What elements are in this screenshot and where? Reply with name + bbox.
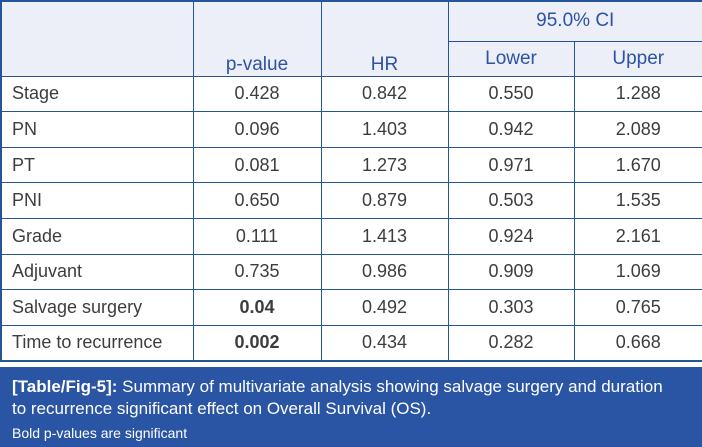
header-row-1: p-value HR 95.0% CI: [0, 0, 702, 77]
caption-main-line: [Table/Fig-5]: Summary of multivariate a…: [12, 376, 672, 420]
p-value-cell: 0.428: [192, 75, 322, 113]
multivariate-analysis-table: p-value HR 95.0% CI Lower Upper Stage 0.…: [0, 0, 702, 362]
table-row: PT 0.081 1.273 0.971 1.670: [0, 146, 702, 184]
ci-lower-cell: 0.942: [447, 111, 575, 148]
hr-cell: 0.434: [320, 324, 449, 362]
table-row: Time to recurrence 0.002 0.434 0.282 0.6…: [0, 324, 702, 362]
p-value-cell: 0.111: [192, 218, 322, 255]
empty-header-cell: [0, 0, 194, 77]
hr-header: HR: [320, 0, 449, 77]
table-row: Stage 0.428 0.842 0.550 1.288: [0, 75, 702, 113]
p-value-cell: 0.650: [192, 182, 322, 219]
p-value-header: p-value: [192, 0, 322, 77]
table-row: PNI 0.650 0.879 0.503 1.535: [0, 182, 702, 219]
table-caption: [Table/Fig-5]: Summary of multivariate a…: [0, 367, 702, 447]
p-value-cell: 0.002: [192, 324, 322, 362]
hr-cell: 0.879: [320, 182, 449, 219]
ci-upper-cell: 1.288: [573, 75, 702, 113]
ci-lower-cell: 0.924: [447, 218, 575, 255]
table-row: Adjuvant 0.735 0.986 0.909 1.069: [0, 253, 702, 291]
table-row: PN 0.096 1.403 0.942 2.089: [0, 111, 702, 148]
ci-lower-cell: 0.503: [447, 182, 575, 219]
p-value-cell: 0.096: [192, 111, 322, 148]
row-label-cell: Time to recurrence: [0, 324, 194, 362]
ci-upper-cell: 0.668: [573, 324, 702, 362]
ci-upper-cell: 1.670: [573, 146, 702, 184]
hr-cell: 1.403: [320, 111, 449, 148]
row-label-cell: PN: [0, 111, 194, 148]
header-row-2: Lower Upper: [1, 40, 702, 77]
row-label-cell: PT: [0, 146, 194, 184]
ci-group-header: 95.0% CI: [447, 0, 702, 42]
ci-lower-cell: 0.282: [447, 324, 575, 362]
ci-lower-header: Lower: [447, 40, 575, 77]
caption-text: Summary of multivariate analysis showing…: [12, 377, 663, 418]
p-value-cell: 0.04: [192, 289, 322, 326]
ci-upper-header: Upper: [573, 40, 702, 77]
p-value-cell: 0.735: [192, 253, 322, 291]
ci-lower-cell: 0.550: [447, 75, 575, 113]
ci-upper-cell: 0.765: [573, 289, 702, 326]
ci-upper-cell: 2.161: [573, 218, 702, 255]
table-body: Stage 0.428 0.842 0.550 1.288 PN 0.096 1…: [0, 75, 702, 362]
table-row: Grade 0.111 1.413 0.924 2.161: [0, 218, 702, 255]
row-label-cell: Adjuvant: [0, 253, 194, 291]
caption-note: Bold p-values are significant: [12, 424, 188, 441]
hr-cell: 0.492: [320, 289, 449, 326]
ci-upper-cell: 2.089: [573, 111, 702, 148]
row-label-cell: Stage: [0, 75, 194, 113]
p-value-cell: 0.081: [192, 146, 322, 184]
hr-cell: 0.986: [320, 253, 449, 291]
ci-lower-cell: 0.971: [447, 146, 575, 184]
ci-upper-cell: 1.069: [573, 253, 702, 291]
hr-cell: 0.842: [320, 75, 449, 113]
row-label-cell: PNI: [0, 182, 194, 219]
hr-cell: 1.413: [320, 218, 449, 255]
table-header: p-value HR 95.0% CI Lower Upper: [0, 0, 702, 77]
row-label-cell: Grade: [0, 218, 194, 255]
row-label-cell: Salvage surgery: [0, 289, 194, 326]
caption-tag: [Table/Fig-5]:: [12, 377, 118, 396]
ci-lower-cell: 0.303: [447, 289, 575, 326]
ci-upper-cell: 1.535: [573, 182, 702, 219]
table-row: Salvage surgery 0.04 0.492 0.303 0.765: [0, 289, 702, 326]
ci-lower-cell: 0.909: [447, 253, 575, 291]
hr-cell: 1.273: [320, 146, 449, 184]
